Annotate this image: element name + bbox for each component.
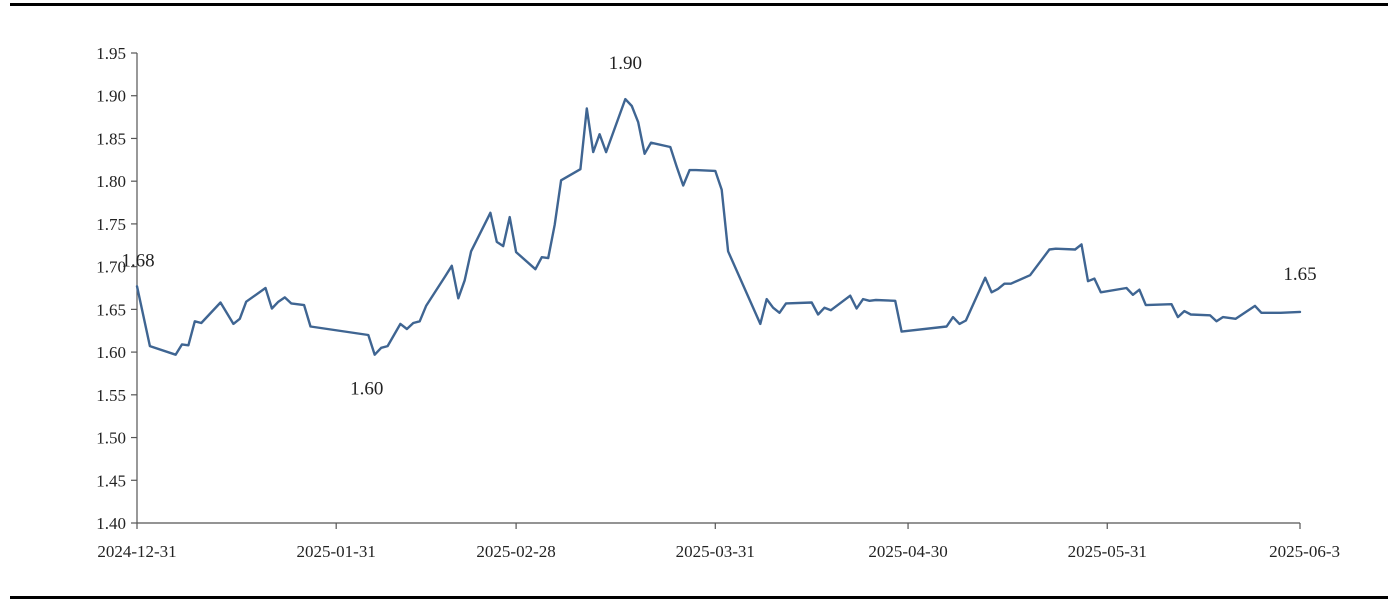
y-tick-label: 1.60 [96,343,126,362]
y-axis: 1.40 1.45 1.50 1.55 1.60 1.65 1.70 1.75 1.80 1.85… [96,44,138,533]
y-tick-label: 1.65 [96,300,126,319]
bottom-rule [10,596,1388,599]
series-line [135,97,1302,356]
y-tick-label: 1.45 [96,471,126,490]
x-tick-label: 2025-06-3 [1269,542,1340,561]
y-tick-label: 1.80 [96,172,126,191]
data-label: 1.68 [121,250,154,271]
x-tick-label: 2025-03-31 [676,542,755,561]
x-tick-label: 2025-01-31 [297,542,376,561]
y-tick-label: 1.70 [96,258,126,277]
y-tick-label: 1.55 [96,386,126,405]
y-tick-label: 1.95 [96,44,126,63]
data-label: 1.65 [1283,264,1316,285]
y-tick-label: 1.85 [96,129,126,148]
y-tick-label: 1.50 [96,429,126,448]
x-tick-label: 2025-04-30 [868,542,947,561]
series-group [135,97,1302,356]
data-label: 1.90 [609,53,642,74]
x-tick-label: 2025-02-28 [476,542,555,561]
y-tick-label: 1.75 [96,215,126,234]
x-tick-label: 2025-05-31 [1068,542,1147,561]
x-tick-label: 2024-12-31 [97,542,176,561]
data-label: 1.60 [350,379,383,400]
x-axis: 2024-12-31 2025-01-31 2025-02-28 2025-03-31… [97,522,1340,561]
y-tick-label: 1.90 [96,87,126,106]
annotations: 1.68 1.60 1.90 1.65 [121,53,1316,400]
top-rule [10,3,1388,6]
y-tick-label: 1.40 [96,514,126,533]
